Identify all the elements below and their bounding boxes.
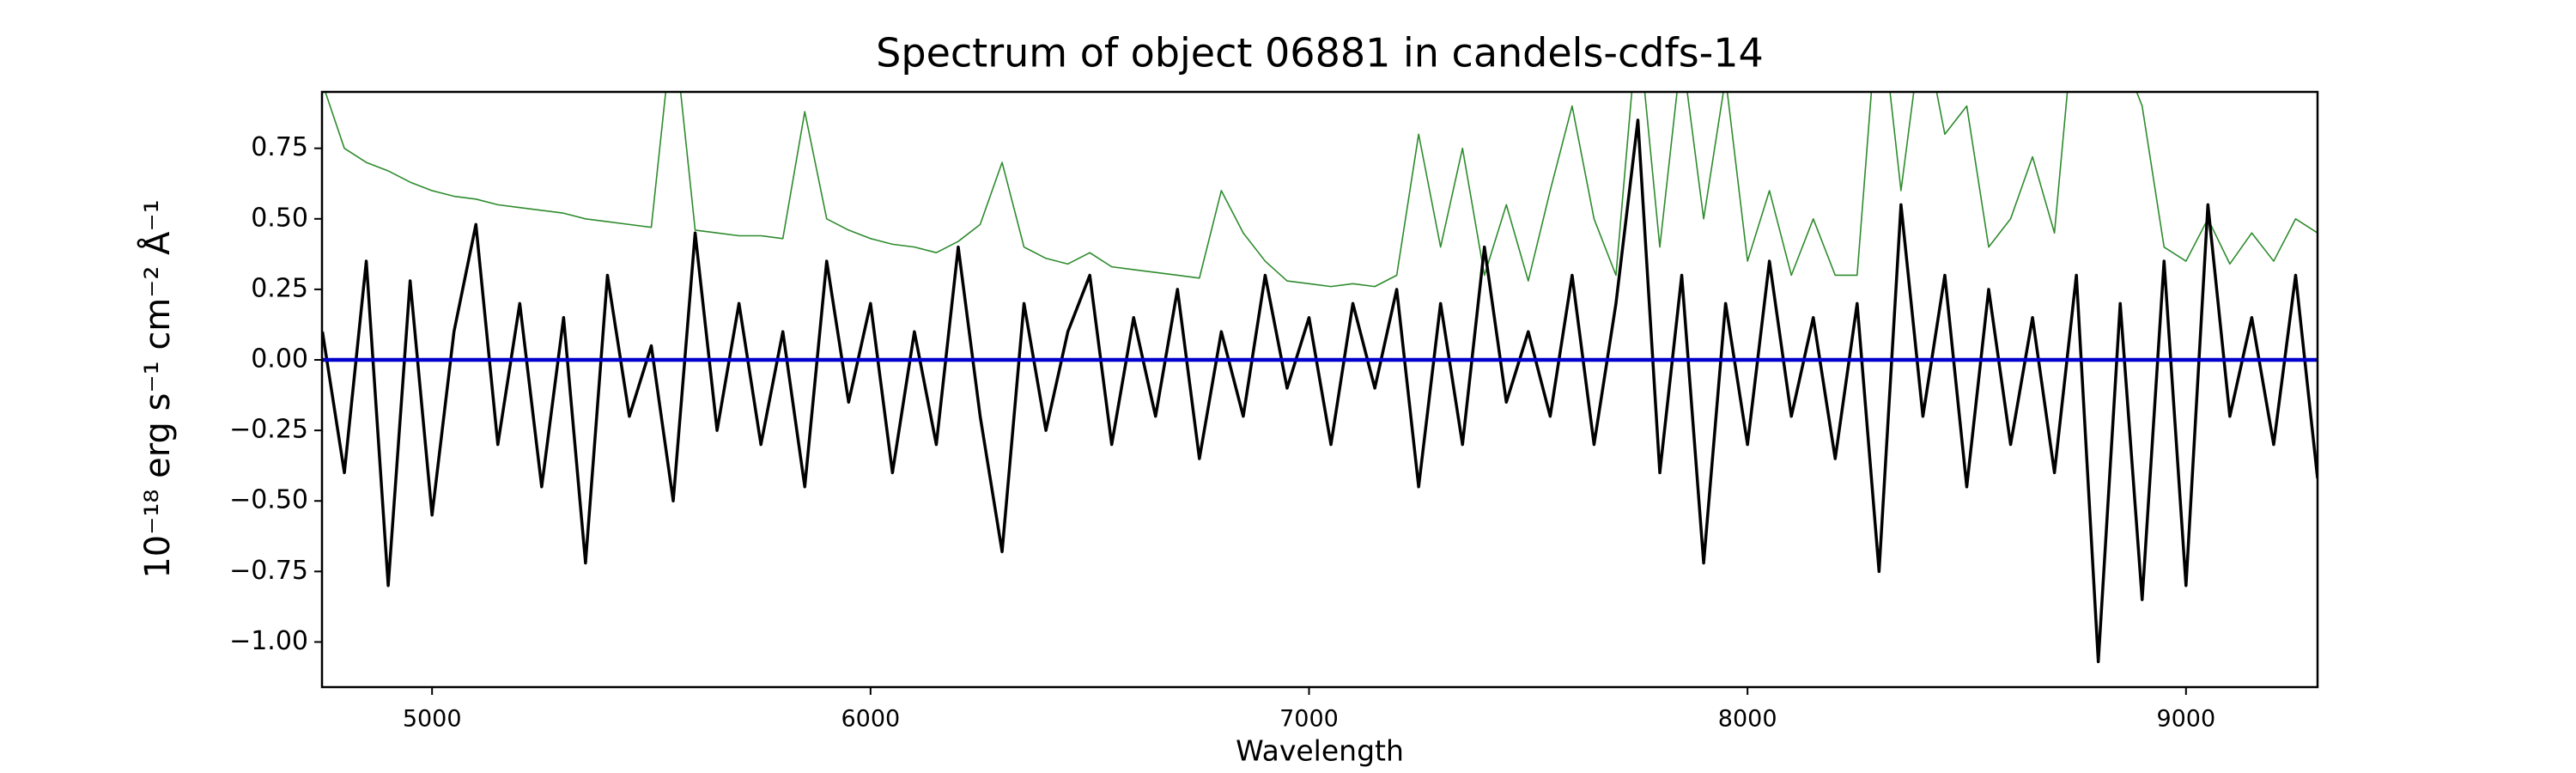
y-tick-label: 0.00: [251, 344, 308, 374]
x-tick-label: 7000: [1279, 706, 1339, 733]
spectrum-line: [324, 92, 2318, 288]
y-axis-label: 10⁻¹⁸ erg s⁻¹ cm⁻² Å⁻¹: [137, 199, 178, 578]
y-tick-label: 0.75: [251, 132, 308, 162]
x-tick-label: 9000: [2156, 706, 2215, 733]
y-tick-label: −0.25: [229, 415, 308, 445]
spectrum-line: [322, 119, 2318, 664]
x-axis-label: Wavelength: [1236, 734, 1404, 768]
x-tick-label: 6000: [841, 706, 900, 733]
y-tick-label: 0.25: [251, 273, 308, 303]
y-tick-label: −0.50: [229, 485, 308, 515]
y-tick-label: −1.00: [229, 626, 308, 656]
axes-frame: [320, 90, 2319, 689]
plot-area: [322, 92, 2318, 664]
x-tick-label: 5000: [403, 706, 462, 733]
x-tick-label: 8000: [1718, 706, 1777, 733]
y-tick-label: 0.50: [251, 203, 308, 233]
y-tick-label: −0.75: [229, 556, 308, 586]
chart-title: Spectrum of object 06881 in candels-cdfs…: [876, 30, 1764, 76]
